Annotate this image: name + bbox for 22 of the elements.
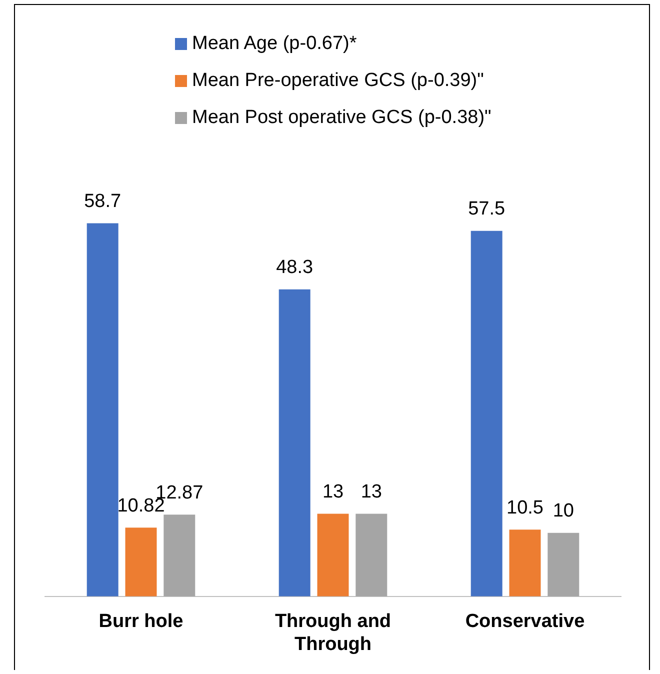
x-tick-label: Burr hole xyxy=(98,611,184,632)
bar xyxy=(278,289,310,596)
bar xyxy=(164,514,196,596)
data-label: 13 xyxy=(322,482,344,502)
data-label: 48.3 xyxy=(276,257,314,278)
bar xyxy=(548,532,580,596)
legend-label: Mean Pre-operative GCS (p-0.39)" xyxy=(192,70,484,92)
bar xyxy=(317,514,349,596)
bar xyxy=(86,223,118,596)
data-label: 58.7 xyxy=(84,191,122,212)
legend-label: Mean Post operative GCS (p-0.38)" xyxy=(192,107,492,129)
bar xyxy=(509,530,541,596)
x-tick-label: Through and Through xyxy=(274,611,392,655)
bar xyxy=(470,230,502,596)
x-tick-label: Conservative xyxy=(465,611,585,632)
legend-label: Mean Age (p-0.67)* xyxy=(192,33,357,55)
data-label: 10.5 xyxy=(506,497,544,518)
data-label: 10 xyxy=(552,500,574,522)
bar xyxy=(356,514,388,596)
data-label: 13 xyxy=(360,482,382,502)
bar xyxy=(125,528,157,596)
data-label: 57.5 xyxy=(468,198,506,220)
